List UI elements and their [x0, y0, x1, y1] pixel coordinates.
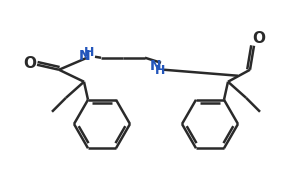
Text: O: O [24, 56, 37, 71]
Text: H: H [84, 46, 94, 59]
Text: N: N [150, 59, 162, 73]
Text: N: N [79, 49, 91, 63]
Text: H: H [155, 64, 165, 77]
Text: O: O [253, 31, 266, 46]
